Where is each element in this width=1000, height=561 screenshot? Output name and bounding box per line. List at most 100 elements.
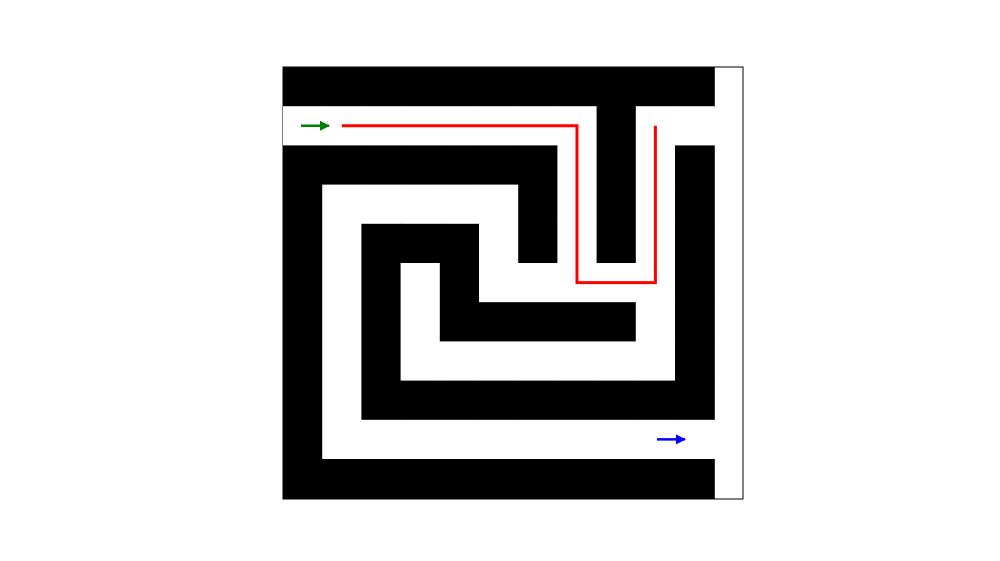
maze-grid	[283, 67, 715, 499]
maze-wall-cell	[361, 341, 402, 382]
maze-wall-cell	[518, 184, 558, 225]
maze-wall-cell	[439, 263, 480, 303]
maze-wall-cell	[518, 380, 558, 421]
maze-path-cell	[322, 223, 362, 264]
maze-wall-cell	[518, 223, 558, 264]
maze-path-cell	[400, 341, 441, 382]
maze-wall-cell	[361, 223, 402, 264]
maze-path-cell	[361, 419, 402, 460]
maze-wall-cell	[439, 223, 480, 264]
maze-path-cell	[635, 341, 676, 382]
maze-wall-cell	[518, 67, 558, 107]
maze-wall-cell	[283, 341, 323, 382]
maze-wall-cell	[479, 459, 519, 499]
maze-wall-cell	[361, 380, 402, 421]
maze-wall-cell	[322, 145, 362, 186]
maze-path-cell	[518, 263, 558, 303]
maze-wall-cell	[283, 419, 323, 460]
solution-route	[341, 124, 657, 285]
maze-wall-cell	[675, 145, 715, 186]
maze-wall-cell	[283, 184, 323, 225]
maze-wall-cell	[439, 459, 480, 499]
maze-wall-cell	[439, 302, 480, 342]
maze-wall-cell	[322, 459, 362, 499]
maze-wall-cell	[557, 380, 598, 421]
maze-wall-cell	[400, 145, 441, 186]
maze-wall-cell	[596, 380, 637, 421]
maze-path-cell	[400, 184, 441, 225]
maze-path-cell	[479, 263, 519, 303]
maze-wall-cell	[439, 145, 480, 186]
maze-wall-cell	[479, 67, 519, 107]
maze-path-cell	[400, 263, 441, 303]
maze-path-cell	[361, 184, 402, 225]
maze-wall-cell	[596, 145, 637, 186]
maze-wall-cell	[518, 145, 558, 186]
maze-wall-cell	[675, 380, 715, 421]
maze-wall-cell	[518, 459, 558, 499]
maze-wall-cell	[283, 302, 323, 342]
maze-wall-cell	[439, 380, 480, 421]
maze-wall-cell	[400, 67, 441, 107]
maze-path-cell	[439, 419, 480, 460]
maze-wall-cell	[675, 459, 715, 499]
maze-path-cell	[557, 341, 598, 382]
maze-path-cell	[518, 419, 558, 460]
maze-wall-cell	[361, 67, 402, 107]
maze-wall-cell	[675, 67, 715, 107]
maze-wall-cell	[596, 223, 637, 264]
maze-wall-cell	[400, 223, 441, 264]
maze-path-cell	[479, 184, 519, 225]
maze-path-cell	[596, 419, 637, 460]
maze-wall-cell	[283, 145, 323, 186]
maze-path-cell	[596, 341, 637, 382]
maze-wall-cell	[675, 184, 715, 225]
maze-path-cell	[479, 223, 519, 264]
maze-path-cell	[322, 184, 362, 225]
maze-wall-cell	[596, 302, 637, 342]
maze-wall-cell	[361, 145, 402, 186]
maze-path-cell	[439, 184, 480, 225]
maze-wall-cell	[675, 341, 715, 382]
maze-wall-cell	[675, 263, 715, 303]
maze-path-cell	[400, 302, 441, 342]
maze-wall-cell	[675, 223, 715, 264]
maze-path-cell	[439, 341, 480, 382]
maze-wall-cell	[635, 380, 676, 421]
maze-wall-cell	[439, 67, 480, 107]
maze-path-cell	[322, 380, 362, 421]
maze-path-cell	[400, 419, 441, 460]
maze-wall-cell	[635, 67, 676, 107]
maze-wall-cell	[283, 380, 323, 421]
maze-wall-cell	[283, 263, 323, 303]
maze-path-cell	[518, 341, 558, 382]
maze-wall-cell	[596, 106, 637, 146]
maze-wall-cell	[479, 145, 519, 186]
maze-wall-cell	[596, 459, 637, 499]
maze-wall-cell	[557, 302, 598, 342]
maze-wall-cell	[479, 302, 519, 342]
maze-wall-cell	[361, 459, 402, 499]
maze-path-cell	[479, 341, 519, 382]
maze-wall-cell	[596, 67, 637, 107]
maze-path-cell	[675, 106, 715, 146]
maze-wall-cell	[518, 302, 558, 342]
maze-wall-cell	[283, 459, 323, 499]
maze-path-cell	[557, 419, 598, 460]
maze-path-cell	[479, 419, 519, 460]
maze-wall-cell	[283, 67, 323, 107]
maze-wall-cell	[322, 67, 362, 107]
maze-wall-cell	[400, 380, 441, 421]
maze-wall-cell	[635, 459, 676, 499]
maze-wall-cell	[400, 459, 441, 499]
maze-wall-cell	[557, 459, 598, 499]
maze-wall-cell	[479, 380, 519, 421]
maze-wall-cell	[361, 263, 402, 303]
maze-path-cell	[322, 341, 362, 382]
maze-wall-cell	[675, 302, 715, 342]
maze-wall-cell	[283, 223, 323, 264]
maze-path-cell	[322, 302, 362, 342]
maze-path-cell	[322, 419, 362, 460]
maze-wall-cell	[361, 302, 402, 342]
